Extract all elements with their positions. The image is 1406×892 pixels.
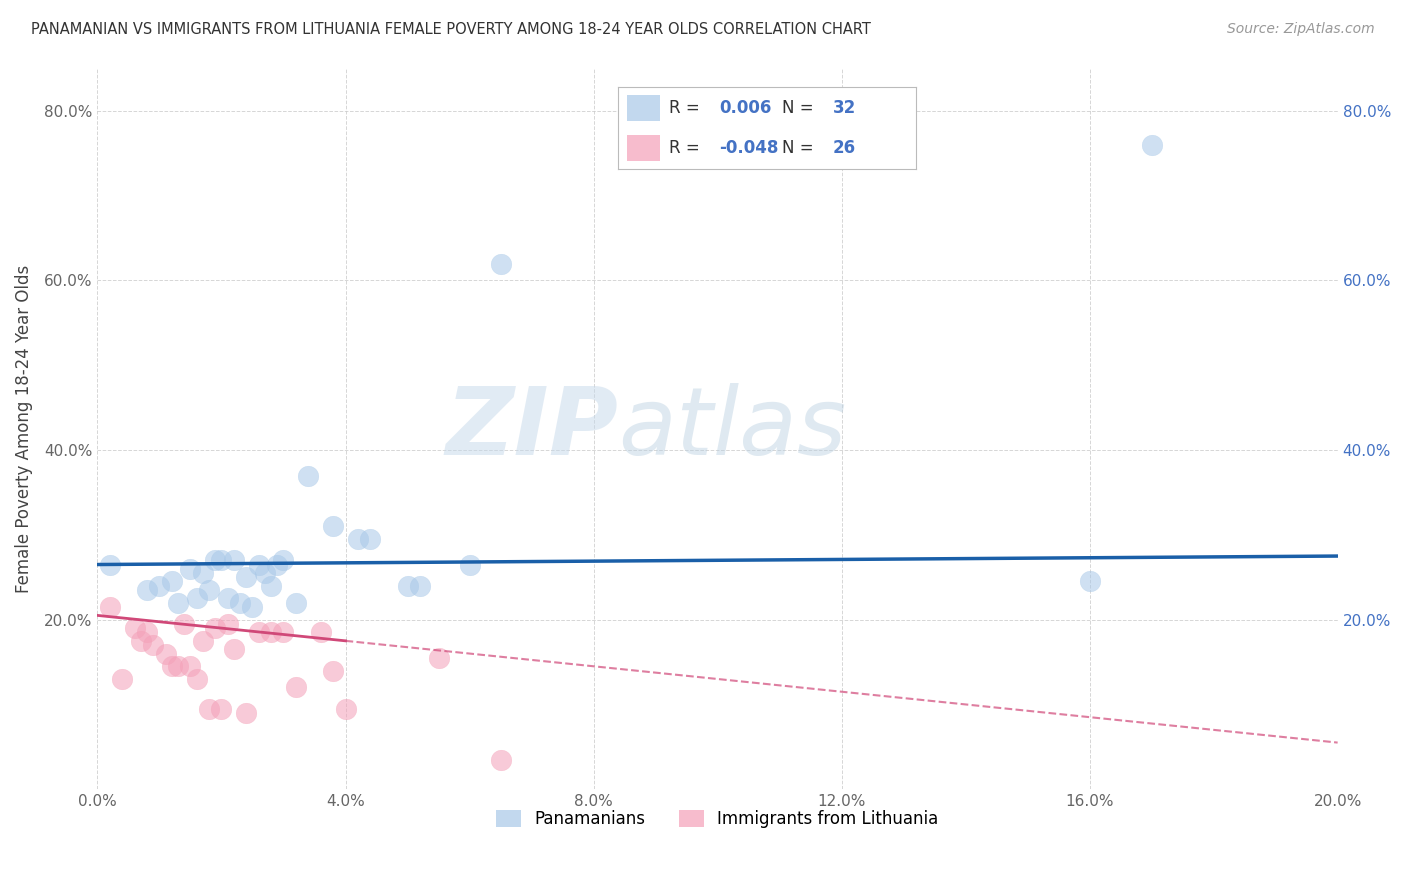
- Point: [409, 579, 432, 593]
- Point: [167, 596, 190, 610]
- Legend: Panamanians, Immigrants from Lithuania: Panamanians, Immigrants from Lithuania: [489, 804, 945, 835]
- Point: [191, 566, 214, 580]
- Point: [160, 659, 183, 673]
- Point: [322, 519, 344, 533]
- Point: [204, 553, 226, 567]
- Point: [129, 633, 152, 648]
- Point: [322, 664, 344, 678]
- Point: [427, 650, 450, 665]
- Point: [198, 701, 221, 715]
- Point: [222, 553, 245, 567]
- Point: [235, 570, 257, 584]
- Point: [260, 579, 283, 593]
- Point: [229, 596, 252, 610]
- Point: [273, 625, 295, 640]
- Point: [186, 672, 208, 686]
- Point: [458, 558, 481, 572]
- Point: [489, 753, 512, 767]
- Point: [136, 625, 159, 640]
- Point: [284, 596, 307, 610]
- Text: PANAMANIAN VS IMMIGRANTS FROM LITHUANIA FEMALE POVERTY AMONG 18-24 YEAR OLDS COR: PANAMANIAN VS IMMIGRANTS FROM LITHUANIA …: [31, 22, 870, 37]
- Point: [347, 532, 370, 546]
- Point: [396, 579, 419, 593]
- Point: [359, 532, 381, 546]
- Point: [247, 558, 270, 572]
- Point: [335, 701, 357, 715]
- Point: [222, 642, 245, 657]
- Point: [111, 672, 134, 686]
- Point: [489, 256, 512, 270]
- Point: [273, 553, 295, 567]
- Text: Source: ZipAtlas.com: Source: ZipAtlas.com: [1227, 22, 1375, 37]
- Point: [242, 599, 264, 614]
- Point: [124, 621, 146, 635]
- Point: [266, 558, 288, 572]
- Text: atlas: atlas: [619, 384, 846, 475]
- Point: [297, 468, 319, 483]
- Point: [309, 625, 332, 640]
- Point: [142, 638, 165, 652]
- Point: [204, 621, 226, 635]
- Point: [247, 625, 270, 640]
- Point: [179, 659, 201, 673]
- Point: [260, 625, 283, 640]
- Point: [217, 591, 239, 606]
- Point: [155, 647, 177, 661]
- Point: [1140, 137, 1163, 152]
- Point: [1078, 574, 1101, 589]
- Point: [148, 579, 170, 593]
- Point: [160, 574, 183, 589]
- Point: [235, 706, 257, 720]
- Point: [98, 558, 121, 572]
- Text: ZIP: ZIP: [446, 383, 619, 475]
- Point: [191, 633, 214, 648]
- Point: [253, 566, 276, 580]
- Point: [211, 701, 233, 715]
- Point: [211, 553, 233, 567]
- Y-axis label: Female Poverty Among 18-24 Year Olds: Female Poverty Among 18-24 Year Olds: [15, 265, 32, 593]
- Point: [179, 562, 201, 576]
- Point: [198, 582, 221, 597]
- Point: [136, 582, 159, 597]
- Point: [167, 659, 190, 673]
- Point: [173, 616, 195, 631]
- Point: [284, 681, 307, 695]
- Point: [186, 591, 208, 606]
- Point: [98, 599, 121, 614]
- Point: [217, 616, 239, 631]
